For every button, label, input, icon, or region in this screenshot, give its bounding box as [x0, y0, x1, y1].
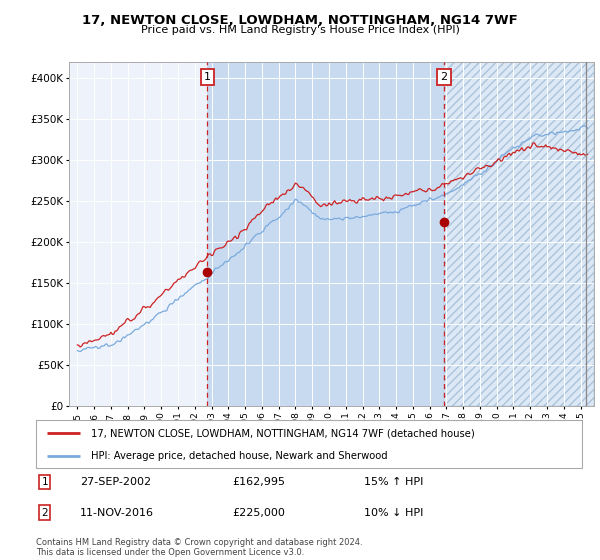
Text: Contains HM Land Registry data © Crown copyright and database right 2024.
This d: Contains HM Land Registry data © Crown c…: [36, 538, 362, 557]
Text: 11-NOV-2016: 11-NOV-2016: [80, 508, 154, 518]
Bar: [444, 62, 594, 406]
Text: 1: 1: [41, 477, 48, 487]
Bar: [207, 62, 444, 406]
Text: 1: 1: [204, 72, 211, 82]
Text: £162,995: £162,995: [233, 477, 286, 487]
FancyBboxPatch shape: [36, 420, 582, 468]
Text: 2: 2: [41, 508, 48, 518]
Text: 10% ↓ HPI: 10% ↓ HPI: [364, 508, 423, 518]
Bar: [444, 62, 594, 406]
Text: 27-SEP-2002: 27-SEP-2002: [80, 477, 151, 487]
Text: 15% ↑ HPI: 15% ↑ HPI: [364, 477, 423, 487]
Text: 17, NEWTON CLOSE, LOWDHAM, NOTTINGHAM, NG14 7WF (detached house): 17, NEWTON CLOSE, LOWDHAM, NOTTINGHAM, N…: [91, 428, 475, 438]
Text: HPI: Average price, detached house, Newark and Sherwood: HPI: Average price, detached house, Newa…: [91, 451, 387, 461]
Text: 2: 2: [440, 72, 448, 82]
Text: £225,000: £225,000: [233, 508, 286, 518]
Text: Price paid vs. HM Land Registry's House Price Index (HPI): Price paid vs. HM Land Registry's House …: [140, 25, 460, 35]
Text: 17, NEWTON CLOSE, LOWDHAM, NOTTINGHAM, NG14 7WF: 17, NEWTON CLOSE, LOWDHAM, NOTTINGHAM, N…: [82, 14, 518, 27]
